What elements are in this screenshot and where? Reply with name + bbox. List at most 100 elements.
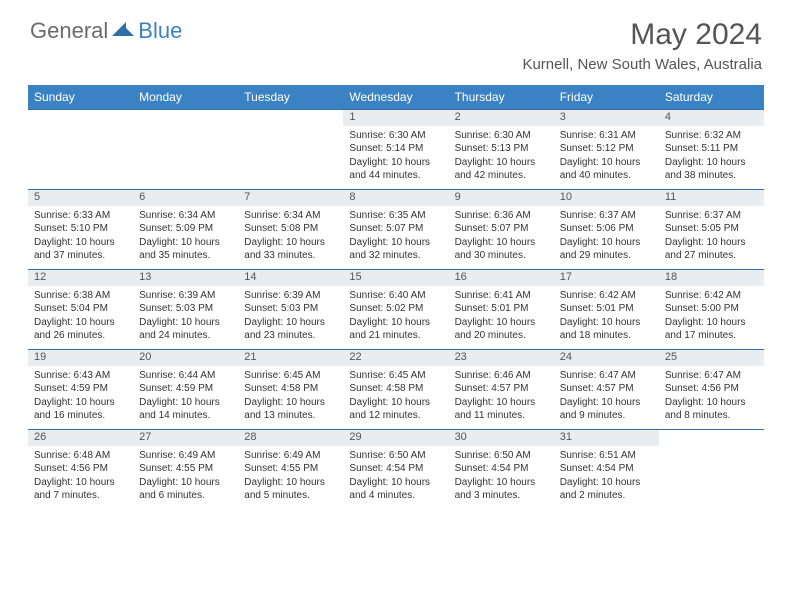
sunrise-line: Sunrise: 6:30 AM xyxy=(349,129,442,143)
daylight-line: Daylight: 10 hours and 14 minutes. xyxy=(139,396,232,423)
day-header: Sunday xyxy=(28,85,133,110)
daylight-line: Daylight: 10 hours and 23 minutes. xyxy=(244,316,337,343)
sunrise-line: Sunrise: 6:50 AM xyxy=(349,449,442,463)
daylight-line: Daylight: 10 hours and 30 minutes. xyxy=(455,236,548,263)
sunrise-line: Sunrise: 6:49 AM xyxy=(139,449,232,463)
day-info-cell xyxy=(133,126,238,190)
daylight-line: Daylight: 10 hours and 4 minutes. xyxy=(349,476,442,503)
day-info-cell: Sunrise: 6:49 AMSunset: 4:55 PMDaylight:… xyxy=(133,446,238,510)
day-info-cell: Sunrise: 6:32 AMSunset: 5:11 PMDaylight:… xyxy=(659,126,764,190)
sunset-line: Sunset: 5:13 PM xyxy=(455,142,548,156)
day-number: 29 xyxy=(343,430,448,446)
sunset-line: Sunset: 5:10 PM xyxy=(34,222,127,236)
day-number: 7 xyxy=(238,190,343,206)
day-number: 20 xyxy=(133,350,238,366)
sunset-line: Sunset: 4:55 PM xyxy=(244,462,337,476)
sunset-line: Sunset: 5:04 PM xyxy=(34,302,127,316)
day-number: 16 xyxy=(449,270,554,286)
sunrise-line: Sunrise: 6:40 AM xyxy=(349,289,442,303)
sunrise-line: Sunrise: 6:45 AM xyxy=(244,369,337,383)
brand-part2: Blue xyxy=(138,18,182,44)
day-info-cell: Sunrise: 6:35 AMSunset: 5:07 PMDaylight:… xyxy=(343,206,448,270)
day-info-row: Sunrise: 6:48 AMSunset: 4:56 PMDaylight:… xyxy=(28,446,764,510)
day-info-cell: Sunrise: 6:31 AMSunset: 5:12 PMDaylight:… xyxy=(554,126,659,190)
sunset-line: Sunset: 5:07 PM xyxy=(349,222,442,236)
sunrise-line: Sunrise: 6:41 AM xyxy=(455,289,548,303)
sunset-line: Sunset: 5:00 PM xyxy=(665,302,758,316)
day-info-cell: Sunrise: 6:50 AMSunset: 4:54 PMDaylight:… xyxy=(343,446,448,510)
day-number: 31 xyxy=(554,430,659,446)
day-info-cell: Sunrise: 6:43 AMSunset: 4:59 PMDaylight:… xyxy=(28,366,133,430)
daylight-line: Daylight: 10 hours and 20 minutes. xyxy=(455,316,548,343)
day-number: 21 xyxy=(238,350,343,366)
sunrise-line: Sunrise: 6:45 AM xyxy=(349,369,442,383)
sunrise-line: Sunrise: 6:37 AM xyxy=(665,209,758,223)
daylight-line: Daylight: 10 hours and 26 minutes. xyxy=(34,316,127,343)
day-info-cell: Sunrise: 6:45 AMSunset: 4:58 PMDaylight:… xyxy=(343,366,448,430)
day-header: Tuesday xyxy=(238,85,343,110)
daylight-line: Daylight: 10 hours and 27 minutes. xyxy=(665,236,758,263)
day-info-cell: Sunrise: 6:45 AMSunset: 4:58 PMDaylight:… xyxy=(238,366,343,430)
location: Kurnell, New South Wales, Australia xyxy=(522,56,762,73)
sunrise-line: Sunrise: 6:39 AM xyxy=(244,289,337,303)
sunset-line: Sunset: 4:59 PM xyxy=(34,382,127,396)
day-info-cell: Sunrise: 6:37 AMSunset: 5:05 PMDaylight:… xyxy=(659,206,764,270)
sunrise-line: Sunrise: 6:46 AM xyxy=(455,369,548,383)
sunrise-line: Sunrise: 6:35 AM xyxy=(349,209,442,223)
day-info-cell: Sunrise: 6:47 AMSunset: 4:56 PMDaylight:… xyxy=(659,366,764,430)
day-info-cell: Sunrise: 6:50 AMSunset: 4:54 PMDaylight:… xyxy=(449,446,554,510)
daylight-line: Daylight: 10 hours and 2 minutes. xyxy=(560,476,653,503)
day-info-cell xyxy=(238,126,343,190)
day-number xyxy=(133,110,238,126)
month-title: May 2024 xyxy=(522,18,762,52)
sunset-line: Sunset: 4:57 PM xyxy=(560,382,653,396)
sunrise-line: Sunrise: 6:30 AM xyxy=(455,129,548,143)
daylight-line: Daylight: 10 hours and 37 minutes. xyxy=(34,236,127,263)
sunset-line: Sunset: 5:03 PM xyxy=(139,302,232,316)
daylight-line: Daylight: 10 hours and 8 minutes. xyxy=(665,396,758,423)
daylight-line: Daylight: 10 hours and 38 minutes. xyxy=(665,156,758,183)
day-info-cell: Sunrise: 6:42 AMSunset: 5:00 PMDaylight:… xyxy=(659,286,764,350)
title-block: May 2024 Kurnell, New South Wales, Austr… xyxy=(522,18,762,73)
day-number: 18 xyxy=(659,270,764,286)
day-number-row: 262728293031 xyxy=(28,430,764,446)
day-number xyxy=(659,430,764,446)
day-number: 12 xyxy=(28,270,133,286)
sunset-line: Sunset: 5:06 PM xyxy=(560,222,653,236)
daylight-line: Daylight: 10 hours and 42 minutes. xyxy=(455,156,548,183)
sunrise-line: Sunrise: 6:44 AM xyxy=(139,369,232,383)
sunrise-line: Sunrise: 6:34 AM xyxy=(244,209,337,223)
sunrise-line: Sunrise: 6:42 AM xyxy=(665,289,758,303)
day-number: 2 xyxy=(449,110,554,126)
sunset-line: Sunset: 4:55 PM xyxy=(139,462,232,476)
sunset-line: Sunset: 4:54 PM xyxy=(560,462,653,476)
sunrise-line: Sunrise: 6:37 AM xyxy=(560,209,653,223)
daylight-line: Daylight: 10 hours and 21 minutes. xyxy=(349,316,442,343)
day-header: Wednesday xyxy=(343,85,448,110)
daylight-line: Daylight: 10 hours and 12 minutes. xyxy=(349,396,442,423)
sunset-line: Sunset: 4:57 PM xyxy=(455,382,548,396)
sunset-line: Sunset: 4:56 PM xyxy=(34,462,127,476)
daylight-line: Daylight: 10 hours and 7 minutes. xyxy=(34,476,127,503)
sunrise-line: Sunrise: 6:31 AM xyxy=(560,129,653,143)
sunrise-line: Sunrise: 6:47 AM xyxy=(560,369,653,383)
daylight-line: Daylight: 10 hours and 18 minutes. xyxy=(560,316,653,343)
sunrise-line: Sunrise: 6:39 AM xyxy=(139,289,232,303)
daylight-line: Daylight: 10 hours and 40 minutes. xyxy=(560,156,653,183)
sunrise-line: Sunrise: 6:43 AM xyxy=(34,369,127,383)
day-info-cell: Sunrise: 6:34 AMSunset: 5:09 PMDaylight:… xyxy=(133,206,238,270)
sunset-line: Sunset: 5:01 PM xyxy=(560,302,653,316)
day-header: Saturday xyxy=(659,85,764,110)
daylight-line: Daylight: 10 hours and 17 minutes. xyxy=(665,316,758,343)
day-number: 3 xyxy=(554,110,659,126)
day-number: 1 xyxy=(343,110,448,126)
day-number: 25 xyxy=(659,350,764,366)
day-number: 15 xyxy=(343,270,448,286)
daylight-line: Daylight: 10 hours and 3 minutes. xyxy=(455,476,548,503)
daylight-line: Daylight: 10 hours and 33 minutes. xyxy=(244,236,337,263)
day-headers-row: SundayMondayTuesdayWednesdayThursdayFrid… xyxy=(28,85,764,110)
day-info-cell: Sunrise: 6:51 AMSunset: 4:54 PMDaylight:… xyxy=(554,446,659,510)
daylight-line: Daylight: 10 hours and 5 minutes. xyxy=(244,476,337,503)
sunset-line: Sunset: 5:11 PM xyxy=(665,142,758,156)
sunset-line: Sunset: 4:56 PM xyxy=(665,382,758,396)
